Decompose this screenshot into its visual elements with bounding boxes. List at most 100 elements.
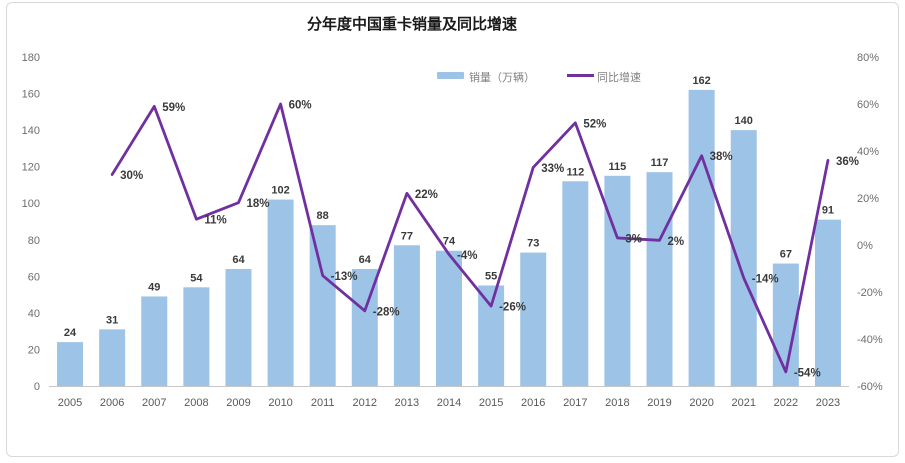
sales-legend-swatch-icon xyxy=(437,72,464,79)
bar-value-label: 77 xyxy=(401,230,413,242)
x-axis-tick-label: 2007 xyxy=(142,397,166,409)
bar-value-label: 73 xyxy=(527,238,539,250)
growth-value-label: -14% xyxy=(752,273,779,285)
growth-value-label: 60% xyxy=(289,100,312,112)
growth-value-label: -13% xyxy=(331,271,358,283)
bar-value-labels: 24 31 49 54 64 102 88 64 77 74 55 73 112 115 117 162 140… xyxy=(64,75,834,339)
y-axis-left-tick-label: 60 xyxy=(28,271,40,283)
growth-value-label: -4% xyxy=(457,250,477,262)
growth-value-label: 11% xyxy=(204,215,226,227)
y-axis-left-tick-label: 80 xyxy=(28,235,40,247)
bar-value-label: 31 xyxy=(106,314,118,326)
sales-legend-label: 销量（万辆） xyxy=(469,70,535,84)
bar-value-label: 115 xyxy=(609,161,627,173)
growth-value-label: 30% xyxy=(120,170,143,182)
x-axis-tick-label: 2015 xyxy=(479,397,503,409)
x-axis-tick-label: 2021 xyxy=(731,397,755,409)
y-axis-right-tick-label: -20% xyxy=(857,287,883,299)
line-value-labels: 30% 59% 11% 18% 60% -13% -28% 22% -4% -26% 33% 52% 3… xyxy=(120,100,859,380)
bar-2010 xyxy=(267,199,294,386)
x-axis-tick-label: 2017 xyxy=(563,397,587,409)
growth-value-label: 36% xyxy=(836,156,859,168)
bar-value-label: 64 xyxy=(232,254,245,266)
bar-value-label: 24 xyxy=(64,327,77,339)
x-axis-tick-label: 2023 xyxy=(816,397,840,409)
y-axis-right-tick-label: -40% xyxy=(857,334,883,346)
chart-title: 分年度中国重卡销量及同比增速 xyxy=(307,15,517,33)
y-axis-right-tick-label: 0% xyxy=(857,240,873,252)
y-axis-right-tick-label: 40% xyxy=(857,146,879,158)
legend: 销量（万辆） 同比增速 xyxy=(437,70,641,84)
bar-value-label: 162 xyxy=(692,75,710,87)
y-axis-left-tick-label: 120 xyxy=(22,162,40,174)
bar-2013 xyxy=(393,245,420,386)
bar-2023 xyxy=(814,219,841,386)
growth-value-label: 59% xyxy=(162,102,185,114)
bar-2018 xyxy=(604,175,631,386)
bar-2020 xyxy=(688,89,715,387)
y-axis-left-tick-label: 40 xyxy=(28,308,40,320)
x-axis-tick-label: 2022 xyxy=(774,397,798,409)
bar-2015 xyxy=(478,285,505,386)
bar-2019 xyxy=(646,172,673,386)
x-axis-tick-label: 2008 xyxy=(184,397,208,409)
line-series xyxy=(110,102,830,374)
x-axis-tick-label: 2006 xyxy=(100,397,124,409)
y-axis-right-tick-label: 60% xyxy=(857,99,879,111)
bar-2005 xyxy=(57,342,84,386)
x-axis-tick-label: 2014 xyxy=(437,397,461,409)
bar-value-label: 112 xyxy=(566,166,584,178)
y-axis-right-tick-label: -60% xyxy=(857,381,883,393)
growth-legend-label: 同比增速 xyxy=(597,70,641,84)
x-axis-tick-label: 2005 xyxy=(58,397,82,409)
bar-value-label: 117 xyxy=(651,157,669,169)
x-axis-tick-label: 2019 xyxy=(647,397,671,409)
y-axis-left-tick-label: 160 xyxy=(22,89,40,101)
bar-value-label: 91 xyxy=(822,205,834,217)
bar-value-label: 55 xyxy=(485,270,497,282)
x-axis-tick-label: 2020 xyxy=(689,397,713,409)
x-axis-tick-label: 2016 xyxy=(521,397,545,409)
y-axis-left-tick-label: 0 xyxy=(34,381,40,393)
x-axis-tick-label: 2018 xyxy=(605,397,629,409)
growth-value-label: 52% xyxy=(583,118,606,130)
bar-2009 xyxy=(225,269,252,386)
bar-2011 xyxy=(309,225,336,386)
bar-2014 xyxy=(436,250,462,386)
y-axis-right-tick-label: 80% xyxy=(857,52,879,64)
growth-line xyxy=(110,102,830,374)
bar-2017 xyxy=(562,181,589,386)
bar-value-label: 88 xyxy=(317,210,329,222)
bar-2008 xyxy=(183,287,210,386)
bar-value-label: 102 xyxy=(271,185,289,197)
x-axis-tick-label: 2009 xyxy=(226,397,250,409)
growth-value-label: 22% xyxy=(415,189,438,201)
y-axis-left-tick-label: 140 xyxy=(22,125,40,137)
growth-value-label: 38% xyxy=(710,151,733,163)
y-axis-right-tick-label: 20% xyxy=(857,193,879,205)
growth-value-label: 3% xyxy=(625,233,642,245)
bar-2006 xyxy=(99,329,126,386)
growth-value-label: 18% xyxy=(246,198,269,210)
bar-2007 xyxy=(141,296,168,386)
bar-value-label: 54 xyxy=(190,272,203,284)
bar-value-label: 49 xyxy=(148,281,160,293)
axes: 0 20 40 60 80 100 120 140 160 180 -60% -40% -20% 0% 20… xyxy=(22,52,883,409)
x-axis-tick-label: 2013 xyxy=(395,397,419,409)
bar-2021 xyxy=(730,130,757,386)
bar-value-label: 64 xyxy=(359,254,372,266)
y-axis-left-tick-label: 100 xyxy=(22,198,40,210)
bar-value-label: 67 xyxy=(780,249,792,261)
x-axis-tick-label: 2012 xyxy=(353,397,377,409)
growth-value-label: 33% xyxy=(541,163,564,175)
growth-value-label: 2% xyxy=(668,236,685,248)
bar-value-label: 140 xyxy=(735,115,753,127)
y-axis-left-tick-label: 20 xyxy=(28,344,40,356)
bar-value-label: 74 xyxy=(443,236,456,248)
growth-value-label: -54% xyxy=(794,367,821,379)
growth-value-label: -26% xyxy=(499,302,526,314)
growth-value-label: -28% xyxy=(373,306,400,318)
x-axis-tick-label: 2010 xyxy=(268,397,292,409)
